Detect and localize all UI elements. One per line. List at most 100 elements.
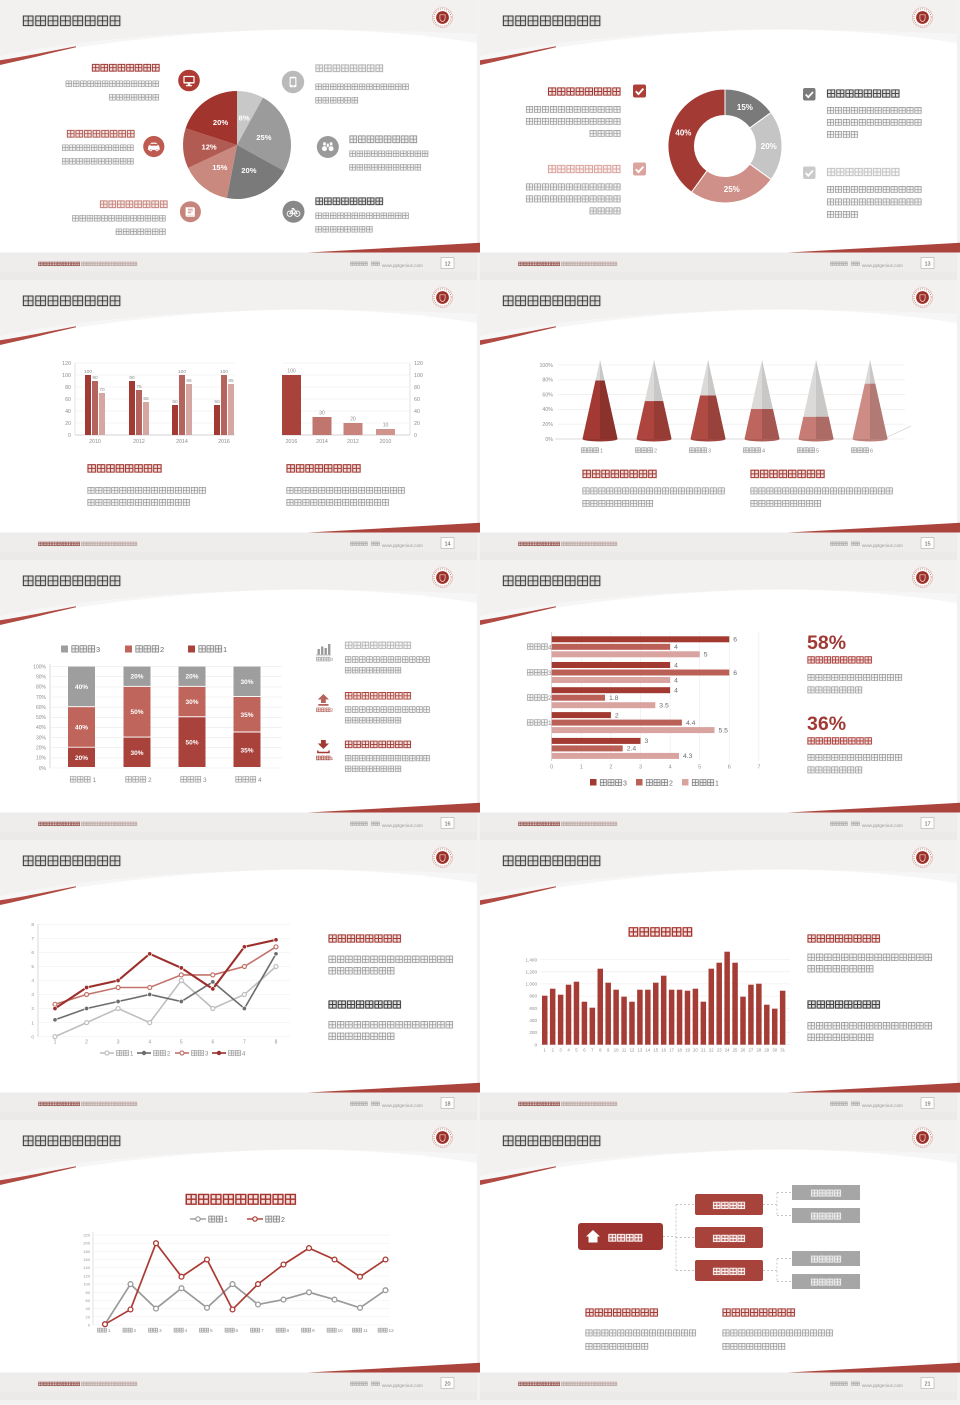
svg-text:www.pptgenius.com: www.pptgenius.com xyxy=(382,1383,423,1388)
svg-text:www.pptgenius.com: www.pptgenius.com xyxy=(382,263,423,268)
svg-text:3: 3 xyxy=(708,449,711,455)
svg-text:4: 4 xyxy=(31,978,34,984)
svg-text:6: 6 xyxy=(728,765,731,771)
svg-text:1: 1 xyxy=(31,1020,34,1026)
svg-text:200: 200 xyxy=(529,1030,537,1035)
svg-text:1: 1 xyxy=(130,1052,134,1058)
svg-text:20: 20 xyxy=(65,421,71,427)
svg-text:25%: 25% xyxy=(256,133,271,142)
svg-text:40%: 40% xyxy=(75,724,88,731)
svg-text:6: 6 xyxy=(583,1048,586,1053)
svg-text:10: 10 xyxy=(338,1328,344,1334)
svg-text:4: 4 xyxy=(762,449,765,455)
svg-text:4: 4 xyxy=(148,1040,151,1046)
svg-text:40%: 40% xyxy=(542,407,553,413)
svg-text:5: 5 xyxy=(180,1040,183,1046)
svg-text:60: 60 xyxy=(86,1298,91,1303)
svg-text:16: 16 xyxy=(444,821,450,827)
svg-text:220: 220 xyxy=(83,1233,90,1238)
svg-text:100: 100 xyxy=(84,369,92,375)
svg-text:100: 100 xyxy=(178,369,186,375)
svg-text:14: 14 xyxy=(645,1048,650,1053)
svg-text:8: 8 xyxy=(599,1048,602,1053)
svg-text:3: 3 xyxy=(559,1048,562,1053)
svg-text:6: 6 xyxy=(733,637,737,644)
svg-text:2: 2 xyxy=(85,1040,88,1046)
svg-text:1: 1 xyxy=(224,1217,228,1224)
svg-text:80%: 80% xyxy=(36,685,47,691)
svg-text:1: 1 xyxy=(108,1328,111,1334)
svg-text:1: 1 xyxy=(93,777,97,784)
svg-text:140: 140 xyxy=(83,1265,90,1270)
svg-text:2: 2 xyxy=(548,695,552,702)
svg-text:9: 9 xyxy=(607,1048,610,1053)
svg-text:40: 40 xyxy=(65,409,71,415)
svg-text:6: 6 xyxy=(211,1040,214,1046)
svg-text:6: 6 xyxy=(733,670,737,677)
svg-text:4: 4 xyxy=(185,1328,188,1334)
svg-text:100: 100 xyxy=(414,373,423,379)
svg-text:7: 7 xyxy=(591,1048,594,1053)
svg-text:10: 10 xyxy=(383,423,389,429)
svg-text:8%: 8% xyxy=(239,114,250,123)
svg-text:20: 20 xyxy=(444,1381,450,1387)
svg-text:6: 6 xyxy=(870,449,873,455)
svg-text:20%: 20% xyxy=(75,755,88,762)
svg-text:50%: 50% xyxy=(185,740,198,747)
svg-text:1: 1 xyxy=(331,756,334,762)
svg-text:0: 0 xyxy=(88,1323,91,1328)
svg-text:7: 7 xyxy=(757,765,760,771)
svg-text:2: 2 xyxy=(669,781,673,788)
svg-text:15: 15 xyxy=(924,541,930,547)
svg-text:0: 0 xyxy=(534,1042,537,1047)
svg-text:2: 2 xyxy=(134,1328,137,1334)
svg-text:10: 10 xyxy=(614,1048,619,1053)
svg-text:40%: 40% xyxy=(36,725,47,731)
svg-text:60: 60 xyxy=(414,397,420,403)
svg-text:12: 12 xyxy=(444,261,450,267)
svg-text:11: 11 xyxy=(363,1328,368,1334)
svg-text:www.pptgenius.com: www.pptgenius.com xyxy=(862,1383,903,1388)
svg-text:21: 21 xyxy=(924,1381,930,1387)
svg-text:60%: 60% xyxy=(36,705,47,711)
svg-text:2010: 2010 xyxy=(89,439,101,445)
svg-text:11: 11 xyxy=(622,1048,627,1053)
svg-text:2: 2 xyxy=(654,449,657,455)
svg-text:www.pptgenius.com: www.pptgenius.com xyxy=(862,263,903,268)
svg-text:9: 9 xyxy=(312,1328,315,1334)
svg-text:5: 5 xyxy=(210,1328,213,1334)
svg-text:180: 180 xyxy=(83,1249,90,1254)
svg-text:2: 2 xyxy=(609,765,612,771)
svg-text:400: 400 xyxy=(529,1018,537,1023)
svg-text:20%: 20% xyxy=(130,674,143,681)
svg-text:16: 16 xyxy=(661,1048,666,1053)
svg-text:4: 4 xyxy=(674,662,678,669)
svg-text:6: 6 xyxy=(31,950,34,956)
svg-text:3: 3 xyxy=(331,657,334,663)
svg-text:30%: 30% xyxy=(185,699,198,706)
svg-text:36%: 36% xyxy=(807,713,846,735)
svg-text:20%: 20% xyxy=(36,746,47,752)
svg-text:2: 2 xyxy=(31,1006,34,1012)
svg-text:100%: 100% xyxy=(539,363,553,369)
svg-text:8: 8 xyxy=(287,1328,290,1334)
svg-text:40: 40 xyxy=(86,1306,91,1311)
svg-text:19: 19 xyxy=(924,1101,930,1107)
svg-text:100: 100 xyxy=(287,369,296,375)
svg-text:0%: 0% xyxy=(545,437,553,443)
svg-text:www.pptgenius.com: www.pptgenius.com xyxy=(862,1103,903,1108)
svg-text:20: 20 xyxy=(86,1314,91,1319)
svg-text:1,000: 1,000 xyxy=(526,982,538,987)
svg-text:85: 85 xyxy=(228,378,234,384)
svg-text:2014: 2014 xyxy=(316,439,328,445)
svg-text:29: 29 xyxy=(764,1048,769,1053)
svg-text:30%: 30% xyxy=(36,735,47,741)
svg-text:5: 5 xyxy=(698,765,701,771)
svg-text:24: 24 xyxy=(725,1048,730,1053)
svg-text:30%: 30% xyxy=(240,679,253,686)
svg-text:2014: 2014 xyxy=(176,439,188,445)
svg-text:5: 5 xyxy=(575,1048,578,1053)
svg-text:200: 200 xyxy=(83,1241,90,1246)
svg-text:1.8: 1.8 xyxy=(609,695,619,702)
svg-text:www.pptgenius.com: www.pptgenius.com xyxy=(382,823,423,828)
